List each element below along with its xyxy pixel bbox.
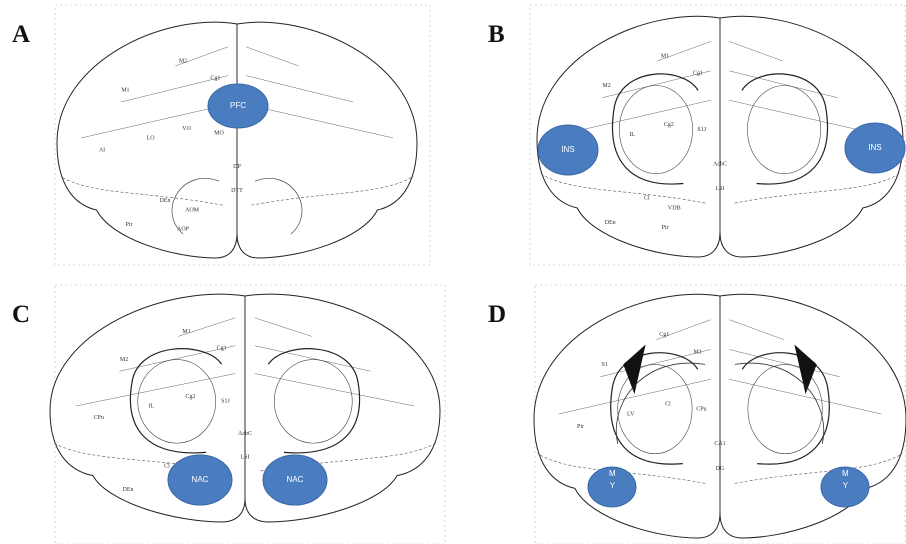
atlas-label: M2 (602, 83, 610, 89)
atlas-label: Cg1 (210, 75, 220, 81)
hemisphere-outline (720, 294, 906, 538)
atlas-label: Cg1 (659, 332, 669, 338)
atlas-label: MO (214, 131, 224, 137)
atlas-label: LSI (241, 454, 250, 460)
panel-letter: A (12, 21, 30, 48)
atlas-label: DEn (605, 220, 616, 226)
atlas-label: AOM (185, 207, 200, 213)
atlas-label: LV (627, 411, 635, 417)
atlas-label: M1 (182, 329, 190, 335)
atlas-label: AcbC (238, 431, 252, 437)
panel-letter: D (488, 301, 506, 328)
atlas-label: Cg1 (217, 345, 227, 351)
region-label: INS (868, 143, 881, 152)
atlas-label: Cg2 (664, 122, 674, 128)
atlas-label: CPu (94, 415, 104, 421)
region-label: PFC (230, 101, 246, 110)
atlas-label: S1J (221, 399, 230, 405)
panel: A M2 M1 Cg1 VO MO LO AI DP DTT AOM AOP DEn Pir PFC (12, 5, 430, 265)
atlas-label: VO (182, 126, 191, 132)
panel-letter: B (488, 21, 505, 48)
atlas-label: Pir (577, 424, 584, 430)
atlas-label: AOP (177, 227, 190, 233)
panel: BM1M2Cg1Cg2S1JILCPuAcbCLSIVDBPirClDEnINS… (488, 5, 905, 265)
region-label: AMY (841, 457, 850, 493)
atlas-label: IL (149, 403, 155, 409)
region-label: AMY (608, 457, 617, 493)
atlas-label: M1 (661, 53, 669, 59)
atlas-label: DTT (231, 188, 243, 194)
atlas-label: M2 (120, 357, 128, 363)
atlas-label: VDB (668, 205, 681, 211)
region-label: NAC (192, 475, 209, 484)
atlas-label: S1J (697, 127, 706, 133)
panel: CM1M2Cg1Cg2S1JILCPuAcbCLSIVDBPirClDEnNAC… (12, 285, 445, 544)
atlas-label: AI (99, 147, 105, 153)
atlas-label: AcbC (713, 161, 727, 167)
atlas-label: DEn (123, 487, 134, 493)
atlas-label: Pir (662, 225, 669, 231)
hemisphere-outline (237, 22, 417, 258)
region-label: NAC (287, 475, 304, 484)
atlas-label: CA1 (714, 441, 725, 447)
atlas-label: Cl (665, 401, 671, 407)
atlas-label: Cg1 (693, 71, 703, 77)
region-label: INS (561, 145, 574, 154)
atlas-label: Cg2 (185, 394, 195, 400)
atlas-label: M1 (694, 349, 702, 355)
atlas-label: M1 (121, 87, 129, 93)
atlas-label: DG (716, 466, 725, 472)
atlas-label: DP (233, 164, 241, 170)
atlas-label: CPu (696, 406, 706, 412)
atlas-label: Cl (644, 196, 650, 202)
atlas-label: Pir (125, 222, 132, 228)
atlas-label: Cl (164, 464, 170, 470)
panel: D Cg1 S1 M1 Cl CPu LV Pir CA1 DG AMY AMY (488, 285, 906, 544)
atlas-label: LO (147, 135, 156, 141)
atlas-label: DEn (160, 198, 171, 204)
atlas-label: M2 (179, 59, 187, 65)
atlas-label: IL (629, 132, 635, 138)
atlas-label: LSI (716, 186, 725, 192)
figure: A M2 M1 Cg1 VO MO LO AI DP DTT AOM AOP DEn Pir PFC B M1 M… (0, 0, 906, 544)
panel-letter: C (12, 301, 30, 328)
atlas-label: S1 (602, 362, 608, 368)
